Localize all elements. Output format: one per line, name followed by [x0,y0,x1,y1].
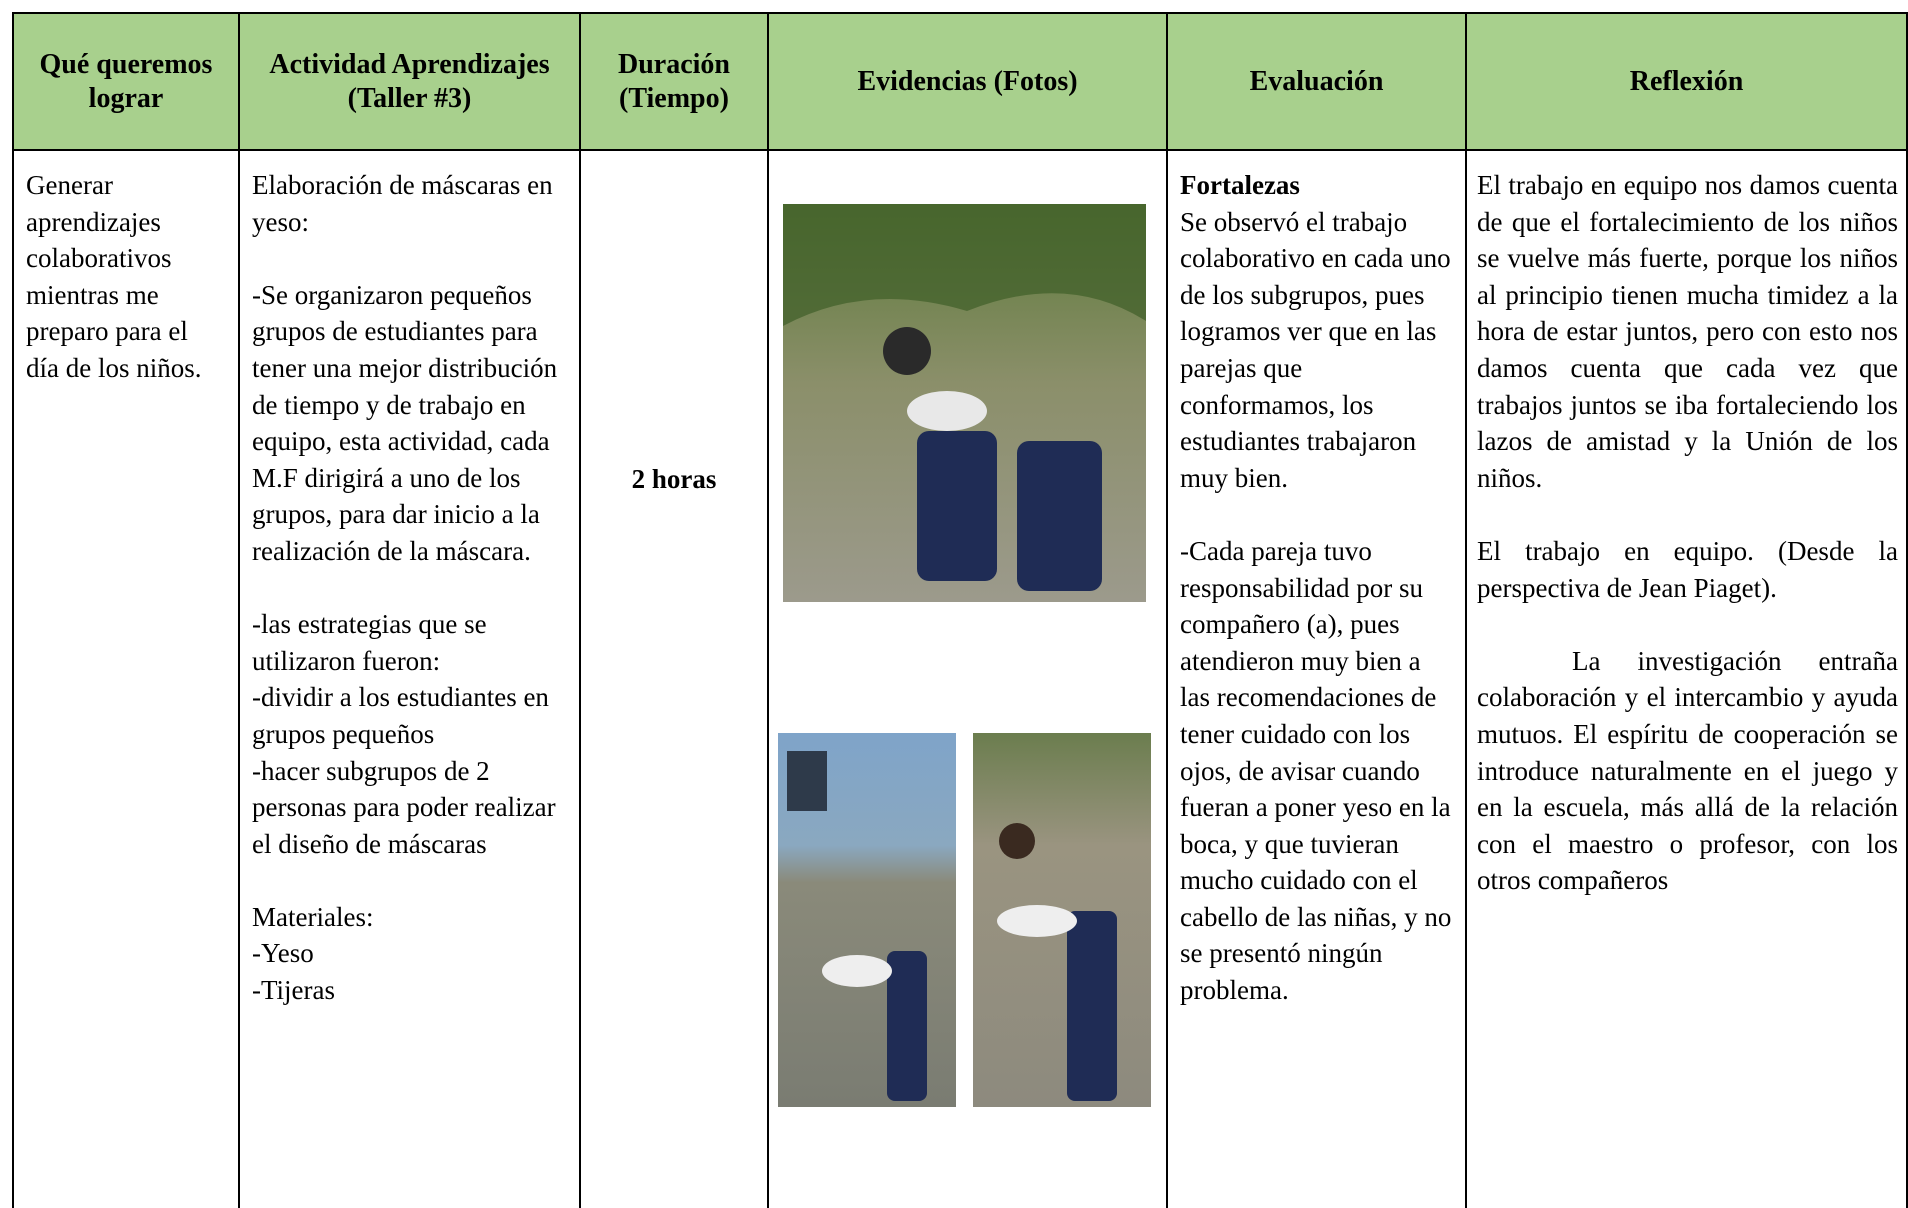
activity-line: -Yeso [252,938,314,969]
header-cell: Reflexión [1465,12,1908,151]
photos [778,204,1151,1107]
activity-block: -Se organizaron pequeños grupos de estud… [252,277,567,570]
reflection-paragraph: El trabajo en equipo nos damos cuenta de… [1477,170,1898,493]
activity-block: Materiales: -Yeso -Tijeras [252,899,567,1009]
photo [778,733,956,1107]
evaluation-paragraph: -Cada pareja tuvo responsabilidad por su… [1180,535,1452,1006]
header-cell: Qué queremos lograr [12,12,238,151]
activity-line: -hacer subgrupos de 2 personas para pode… [252,755,556,859]
header-text: Evaluación [1249,65,1384,97]
duration-text: 2 horas [631,464,717,494]
photo [973,733,1151,1107]
header-cell: Duración (Tiempo) [579,12,767,151]
header-text: Qué queremos lograr [39,48,213,114]
evaluation-heading: Fortalezas [1180,170,1300,200]
activity-line: Elaboración de máscaras en yeso: [252,170,553,237]
reflection-paragraph: El trabajo en equipo. (Desde la perspect… [1477,535,1898,603]
reflection-paragraph: La investigación entraña colaboración y … [1477,645,1898,896]
activity-block: -las estrategias que se utilizaron fuero… [252,606,567,862]
evaluation-cell: Fortalezas Se observó el trabajo colabor… [1166,151,1465,1208]
header-cell: Actividad Aprendizajes (Taller #3) [238,12,579,151]
photo [783,204,1146,602]
header-cell: Evaluación [1166,12,1465,151]
goal-cell: Generar aprendizajes colaborativos mient… [12,151,238,1208]
activity-cell: Elaboración de máscaras en yeso: -Se org… [238,151,579,1208]
goal-text: Generar aprendizajes colaborativos mient… [26,170,202,383]
header-text: Evidencias (Fotos) [857,65,1078,97]
activity-line: -Tijeras [252,975,336,1006]
header-text: Duración (Tiempo) [618,48,730,114]
activity-line: -Se organizaron pequeños grupos de estud… [252,279,558,566]
evaluation-paragraph: Se observó el trabajo colaborativo en ca… [1180,206,1451,493]
activity-line: -dividir a los estudiantes en grupos peq… [252,682,549,749]
activity-line: -las estrategias que se utilizaron fuero… [252,609,487,676]
header-text: Reflexión [1629,65,1744,97]
header-text: Actividad Aprendizajes (Taller #3) [269,48,550,114]
activity-line: Materiales: [252,901,374,932]
photos-cell [767,151,1166,1208]
duration-cell: 2 horas [579,151,767,1208]
activity-block: Elaboración de máscaras en yeso: [252,167,567,240]
header-cell: Evidencias (Fotos) [767,12,1166,151]
reflection-cell: El trabajo en equipo nos damos cuenta de… [1465,151,1908,1208]
